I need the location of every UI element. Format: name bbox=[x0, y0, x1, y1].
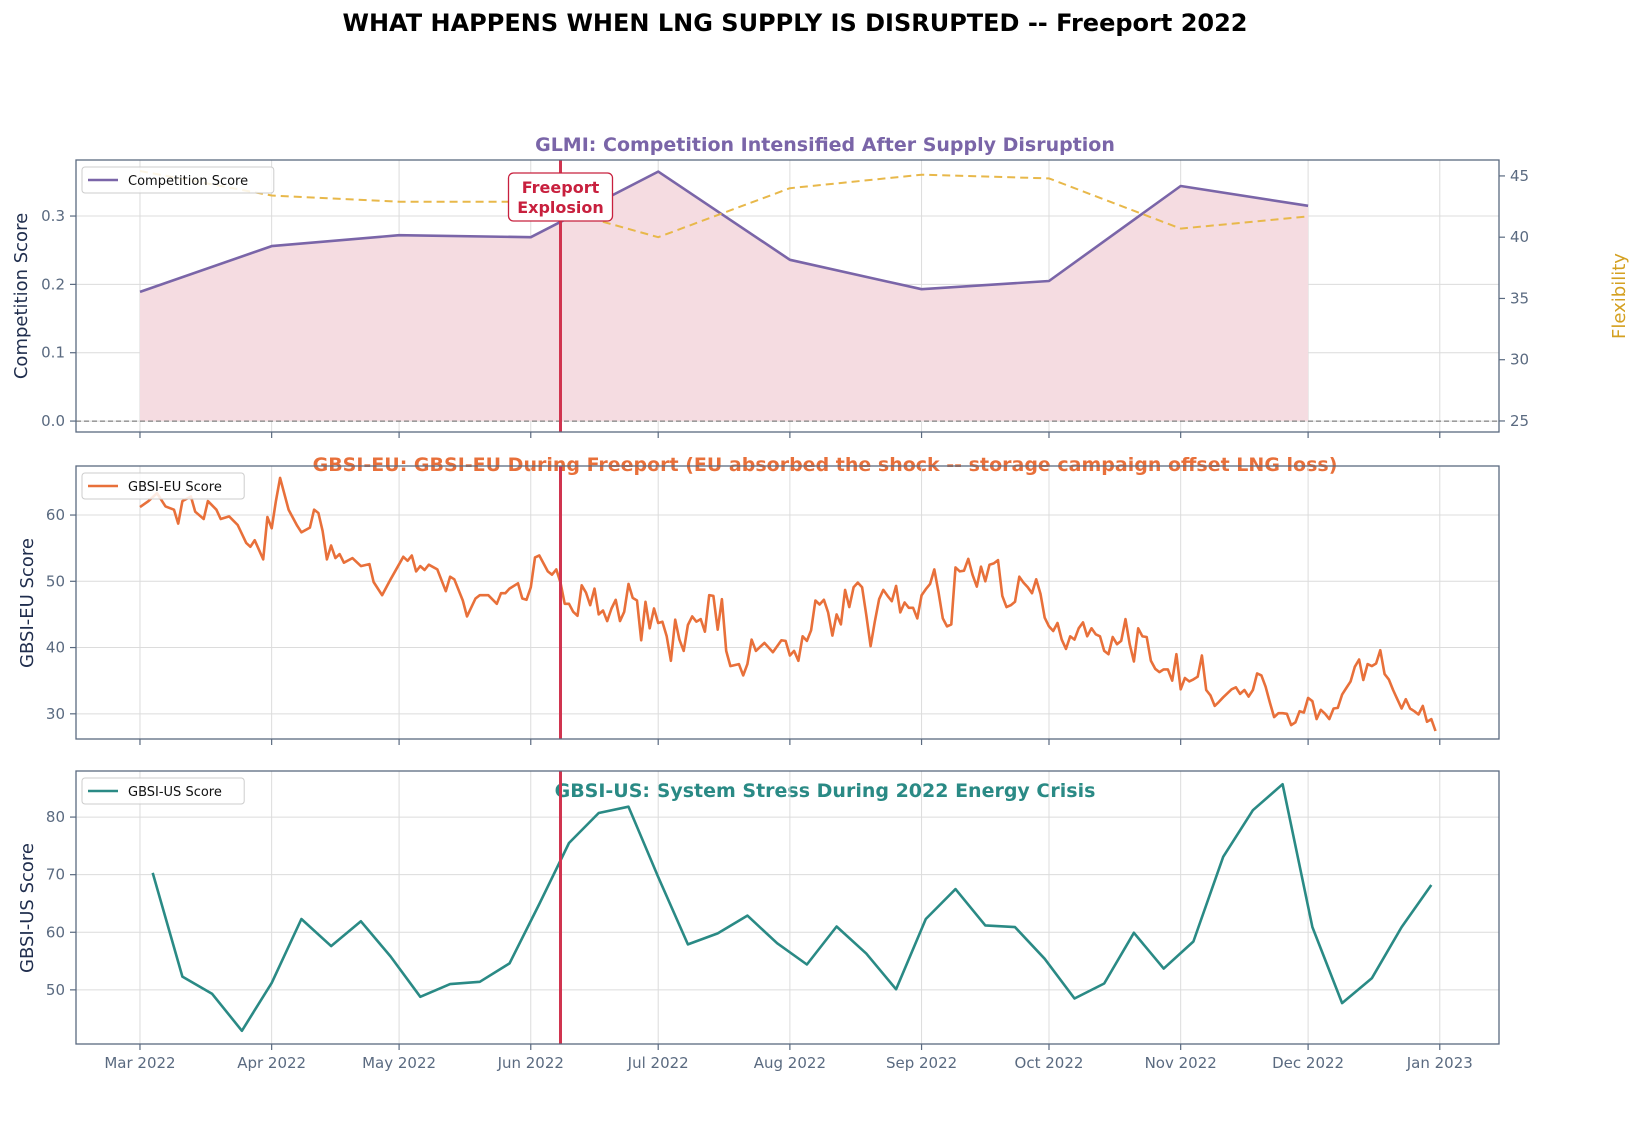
competition-area-fill bbox=[140, 171, 1309, 422]
legend-box bbox=[81, 777, 245, 805]
panel-2: 30 40 50 60 GBSI-EU Score bbox=[46, 465, 1500, 745]
x-tick-label: Jan 2023 bbox=[1406, 1054, 1473, 1072]
x-tick-label: Apr 2022 bbox=[237, 1054, 306, 1072]
x-tick-label: Dec 2022 bbox=[1272, 1054, 1344, 1072]
panel-1-ylabel: Competition Score bbox=[11, 213, 32, 379]
gbsi-eu-score-line bbox=[139, 476, 1437, 732]
x-tick-label: Aug 2022 bbox=[754, 1054, 826, 1072]
legend-box bbox=[81, 472, 245, 500]
legend-label: GBSI-EU Score bbox=[128, 480, 222, 495]
annotation-line-1: Freeport bbox=[522, 178, 600, 197]
panel-1-title: GLMI: Competition Intensified After Supp… bbox=[535, 134, 1115, 156]
x-tick-label: Jul 2022 bbox=[627, 1054, 689, 1072]
y-right-tick-label: 40 bbox=[1510, 228, 1529, 246]
y-tick-label: 70 bbox=[46, 866, 65, 884]
y-tick-label: 0.1 bbox=[41, 344, 65, 362]
x-tick-label: Oct 2022 bbox=[1015, 1054, 1084, 1072]
panel-3-ylabel: GBSI-US Score bbox=[17, 843, 38, 973]
legend: GBSI-EU Score bbox=[81, 472, 245, 500]
legend-box bbox=[81, 166, 275, 194]
y-tick-label: 0.0 bbox=[41, 412, 65, 430]
y-tick-label: 80 bbox=[46, 808, 65, 826]
gbsi-us-score-line bbox=[151, 782, 1433, 1033]
y-right-tick-label: 45 bbox=[1510, 167, 1529, 185]
y-tick-label: 0.2 bbox=[41, 275, 65, 293]
annotation-line-2: Explosion bbox=[517, 198, 604, 217]
panel-1-ylabel-right: Flexibility bbox=[1609, 253, 1630, 339]
annotation-box bbox=[507, 172, 614, 222]
panel-3: Mar 2022 Apr 2022 May 2022 Jun 2022 Jul 2022… bbox=[46, 770, 1500, 1072]
y-tick-label: 0.3 bbox=[41, 207, 65, 225]
legend-label: GBSI-US Score bbox=[128, 785, 222, 800]
x-tick-label: Jun 2022 bbox=[497, 1054, 564, 1072]
x-tick-label: May 2022 bbox=[362, 1054, 436, 1072]
legend: GBSI-US Score bbox=[81, 777, 245, 805]
y-tick-label: 40 bbox=[46, 639, 65, 657]
y-tick-label: 60 bbox=[46, 923, 65, 941]
plot-frame bbox=[75, 159, 1500, 433]
panel-2-title: GBSI-EU: GBSI-EU During Freeport (EU abs… bbox=[313, 454, 1338, 476]
y-tick-label: 60 bbox=[46, 506, 65, 524]
y-tick-label: 30 bbox=[46, 705, 65, 723]
plot-frame bbox=[75, 770, 1500, 1045]
x-tick-label: Sep 2022 bbox=[886, 1054, 957, 1072]
y-right-tick-label: 25 bbox=[1510, 412, 1529, 430]
panel-2-ylabel: GBSI-EU Score bbox=[17, 538, 38, 668]
competition-score-line bbox=[139, 170, 1309, 294]
x-tick-label: Nov 2022 bbox=[1145, 1054, 1217, 1072]
panel-3-title: GBSI-US: System Stress During 2022 Energ… bbox=[555, 780, 1096, 802]
legend: Competition Score bbox=[81, 166, 275, 194]
x-tick-label: Mar 2022 bbox=[104, 1054, 175, 1072]
y-right-tick-label: 30 bbox=[1510, 351, 1529, 369]
y-right-tick-label: 35 bbox=[1510, 289, 1529, 307]
plot-frame bbox=[75, 465, 1500, 740]
y-tick-label: 50 bbox=[46, 981, 65, 999]
flexibility-line bbox=[139, 170, 1309, 239]
panel-1: 0.0 0.1 0.2 0.3 25 30 35 40 45 Competition Score F… bbox=[41, 159, 1529, 438]
figure-title: WHAT HAPPENS WHEN LNG SUPPLY IS DISRUPTE… bbox=[343, 9, 1248, 37]
y-tick-label: 50 bbox=[46, 572, 65, 590]
legend-label: Competition Score bbox=[128, 174, 248, 189]
